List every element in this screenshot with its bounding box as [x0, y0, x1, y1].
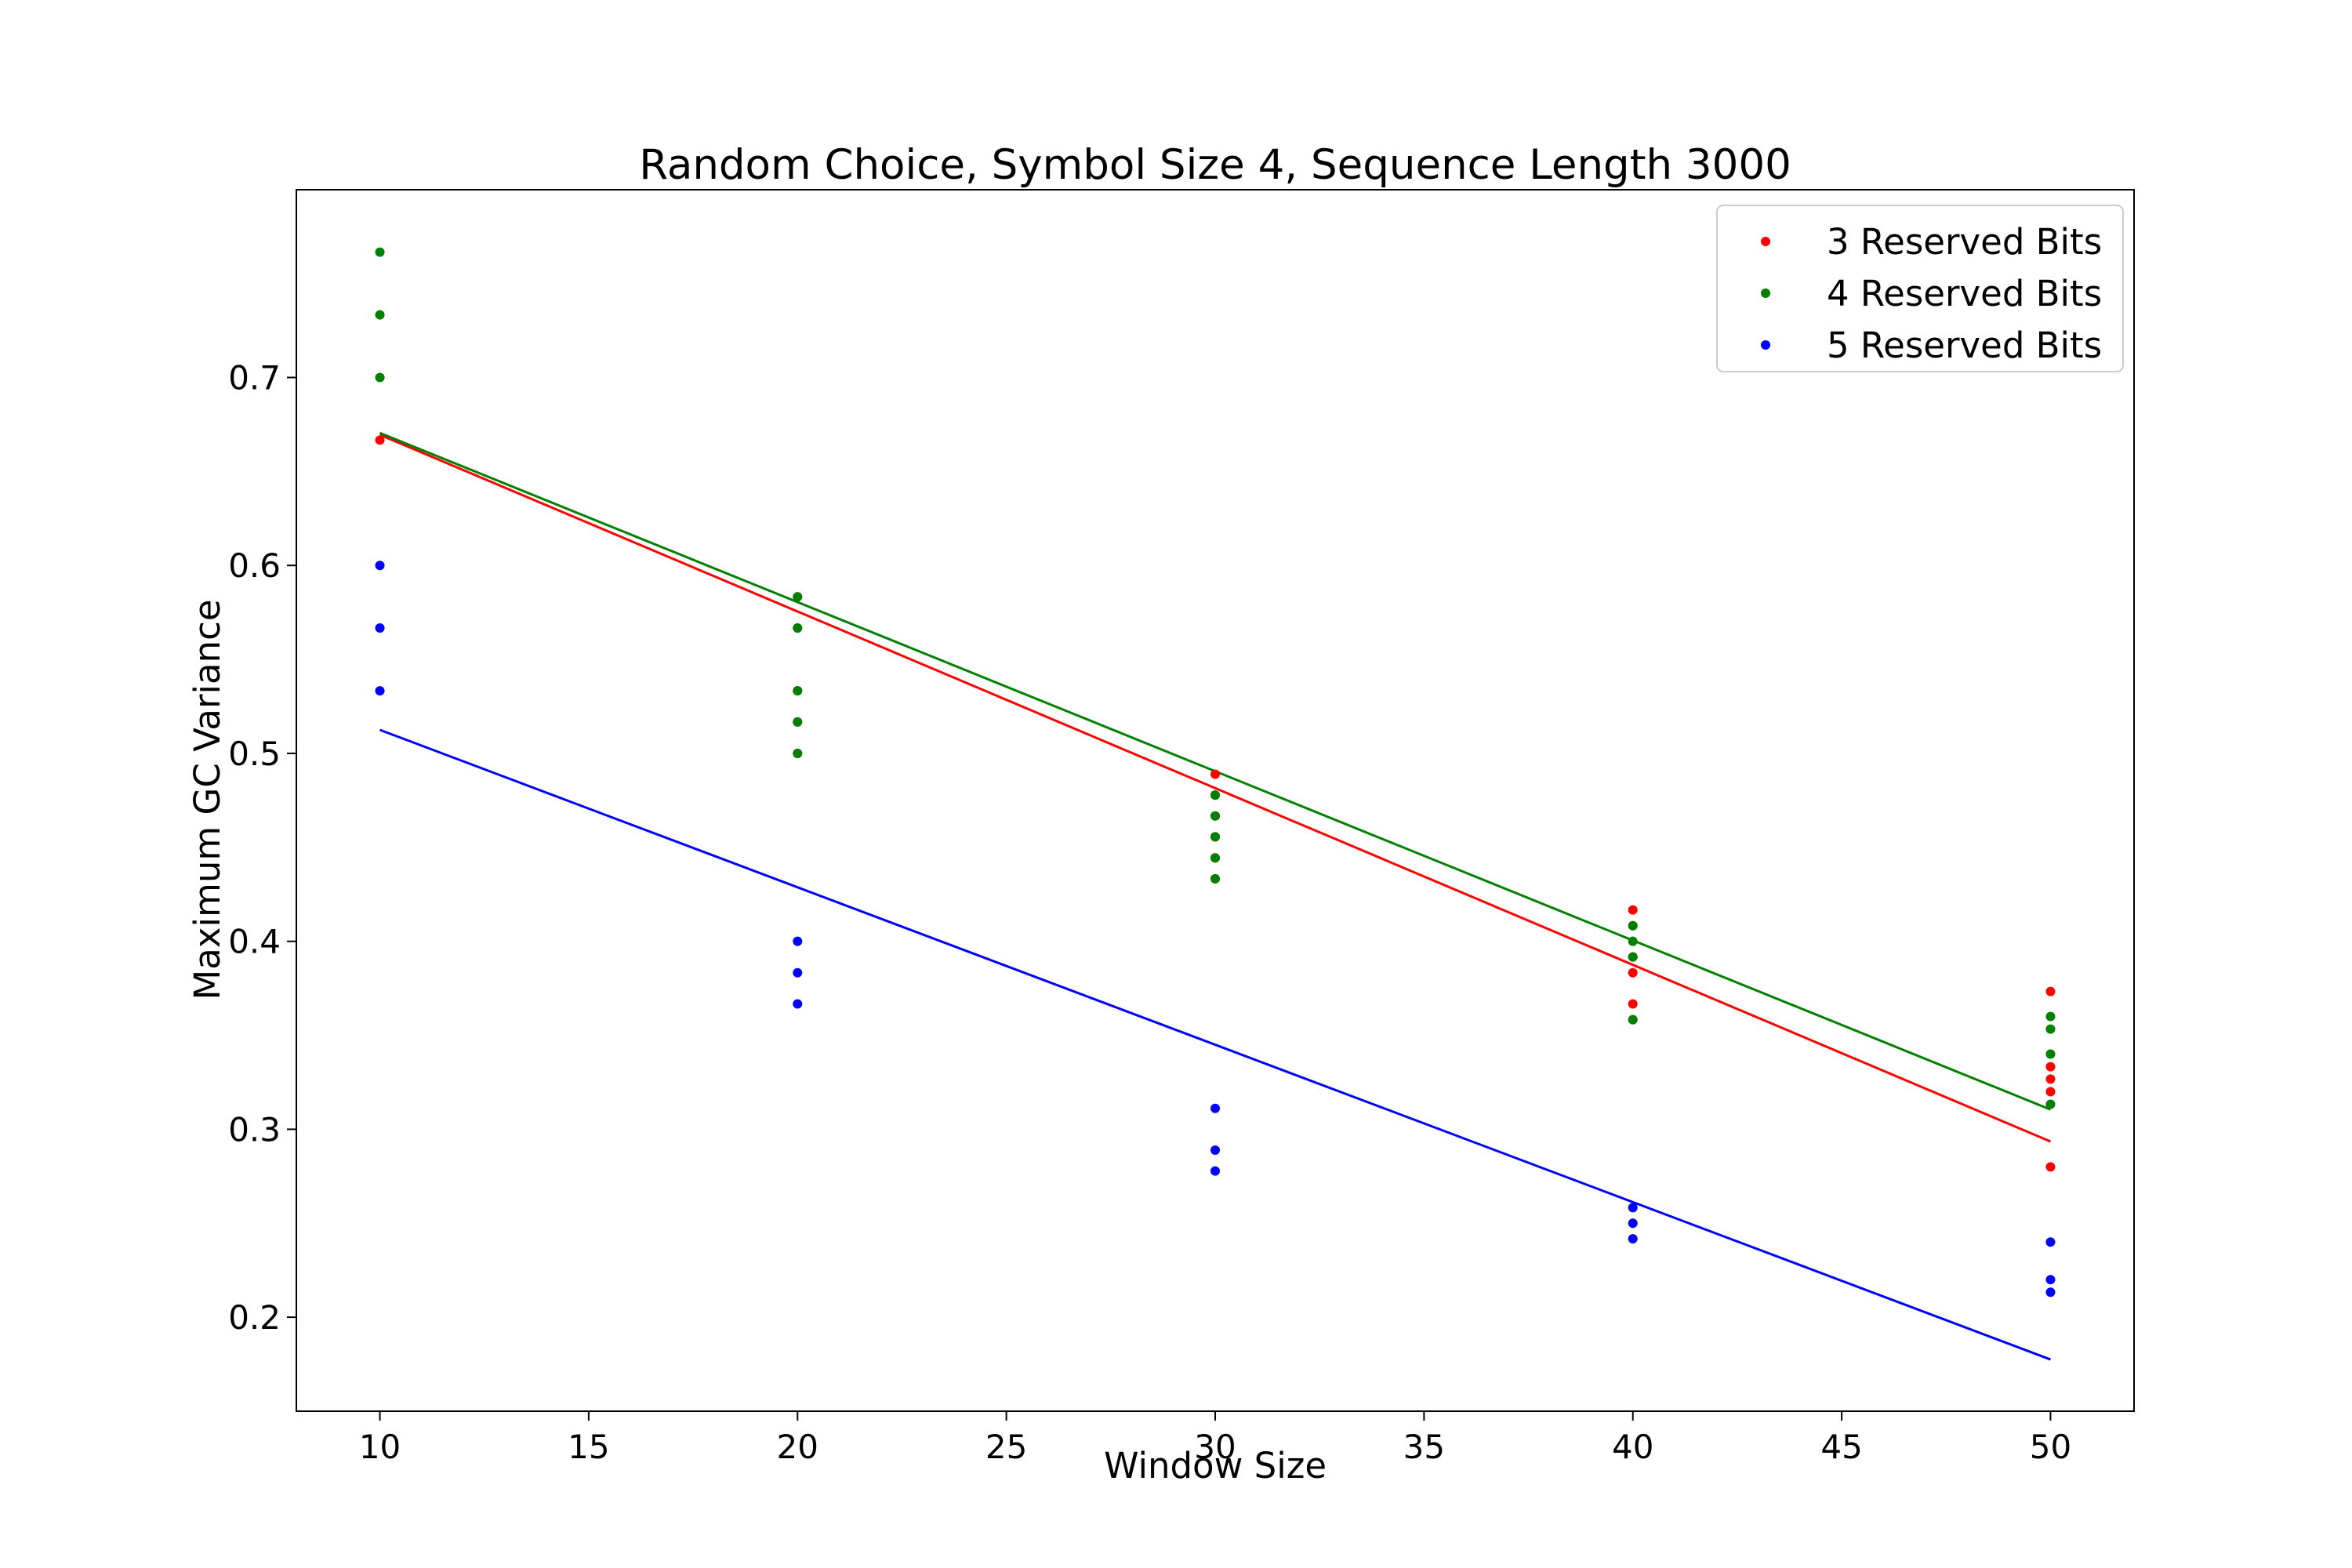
x-tick-label: 45	[1820, 1428, 1862, 1466]
y-tick-label: 0.5	[228, 735, 281, 773]
data-points	[375, 247, 2056, 1298]
data-point-5-reserved-bits	[375, 623, 385, 633]
data-point-5-reserved-bits	[1628, 1203, 1638, 1213]
x-tick-label: 40	[1612, 1428, 1653, 1466]
legend-marker	[1761, 289, 1770, 298]
data-point-4-reserved-bits	[1628, 936, 1638, 946]
chart-title: Random Choice, Symbol Size 4, Sequence L…	[639, 141, 1791, 189]
x-tick-label: 20	[777, 1428, 818, 1466]
data-point-3-reserved-bits	[1628, 905, 1638, 915]
data-point-3-reserved-bits	[1628, 999, 1638, 1009]
data-point-3-reserved-bits	[375, 435, 385, 445]
data-point-5-reserved-bits	[1628, 1218, 1638, 1229]
data-point-5-reserved-bits	[1210, 1145, 1220, 1156]
data-point-4-reserved-bits	[1210, 873, 1220, 884]
y-tick-label: 0.7	[228, 358, 281, 397]
data-point-4-reserved-bits	[2045, 1049, 2056, 1059]
data-point-5-reserved-bits	[1210, 1166, 1220, 1176]
data-point-4-reserved-bits	[375, 310, 385, 320]
fit-line-3-reserved-bits	[379, 434, 2052, 1143]
legend-marker	[1761, 340, 1770, 350]
y-axis: 0.2 0.3 0.4 0.5 0.6 0.7	[228, 358, 296, 1337]
data-point-3-reserved-bits	[2045, 1074, 2056, 1084]
data-point-3-reserved-bits	[1210, 769, 1220, 779]
data-point-4-reserved-bits	[793, 748, 803, 758]
data-point-4-reserved-bits	[1628, 920, 1638, 931]
x-tick-label: 35	[1403, 1428, 1445, 1466]
data-point-3-reserved-bits	[2045, 1087, 2056, 1097]
data-point-5-reserved-bits	[793, 967, 803, 978]
data-point-4-reserved-bits	[375, 247, 385, 257]
data-point-3-reserved-bits	[2045, 1162, 2056, 1172]
data-point-4-reserved-bits	[1210, 811, 1220, 821]
legend-label: 4 Reserved Bits	[1827, 273, 2102, 314]
x-tick-label: 25	[985, 1428, 1027, 1466]
x-axis-label: Window Size	[1104, 1445, 1327, 1486]
fit-line-5-reserved-bits	[379, 728, 2051, 1361]
data-point-4-reserved-bits	[1628, 1014, 1638, 1025]
data-point-4-reserved-bits	[2045, 1024, 2056, 1034]
data-point-4-reserved-bits	[2045, 1011, 2056, 1022]
data-point-4-reserved-bits	[1210, 790, 1220, 800]
data-point-5-reserved-bits	[2045, 1237, 2056, 1247]
data-point-5-reserved-bits	[1210, 1103, 1220, 1113]
legend-marker	[1761, 237, 1770, 246]
data-point-4-reserved-bits	[1210, 853, 1220, 863]
data-point-4-reserved-bits	[793, 623, 803, 633]
y-tick-label: 0.6	[228, 546, 281, 585]
data-point-4-reserved-bits	[793, 686, 803, 696]
y-tick-label: 0.2	[228, 1298, 281, 1337]
y-tick-label: 0.4	[228, 923, 281, 961]
legend-label: 5 Reserved Bits	[1827, 325, 2102, 366]
data-point-4-reserved-bits	[793, 717, 803, 727]
data-point-5-reserved-bits	[375, 561, 385, 571]
data-point-4-reserved-bits	[1628, 952, 1638, 962]
data-point-5-reserved-bits	[2045, 1287, 2056, 1298]
data-point-5-reserved-bits	[375, 686, 385, 696]
legend-label: 3 Reserved Bits	[1827, 221, 2102, 263]
data-point-3-reserved-bits	[2045, 986, 2056, 996]
x-tick-label: 30	[1194, 1428, 1236, 1466]
data-point-5-reserved-bits	[2045, 1275, 2056, 1285]
legend: 3 Reserved Bits 4 Reserved Bits 5 Reserved…	[1716, 205, 2124, 372]
data-point-3-reserved-bits	[2045, 1062, 2056, 1072]
x-axis: 10 15 20 25 30 35 40 45 50	[359, 1411, 2071, 1466]
data-point-4-reserved-bits	[793, 592, 803, 602]
x-tick-label: 50	[2030, 1428, 2071, 1466]
legend-frame	[1716, 205, 2124, 372]
data-point-4-reserved-bits	[375, 372, 385, 383]
data-point-4-reserved-bits	[1210, 832, 1220, 842]
data-point-5-reserved-bits	[793, 999, 803, 1009]
x-tick-label: 15	[568, 1428, 609, 1466]
y-axis-label: Maximum GC Variance	[187, 599, 228, 1000]
data-point-5-reserved-bits	[1628, 1234, 1638, 1244]
data-point-4-reserved-bits	[2045, 1099, 2056, 1109]
data-point-3-reserved-bits	[1628, 967, 1638, 978]
y-tick-label: 0.3	[228, 1110, 281, 1149]
data-point-5-reserved-bits	[793, 936, 803, 946]
x-tick-label: 10	[359, 1428, 401, 1466]
